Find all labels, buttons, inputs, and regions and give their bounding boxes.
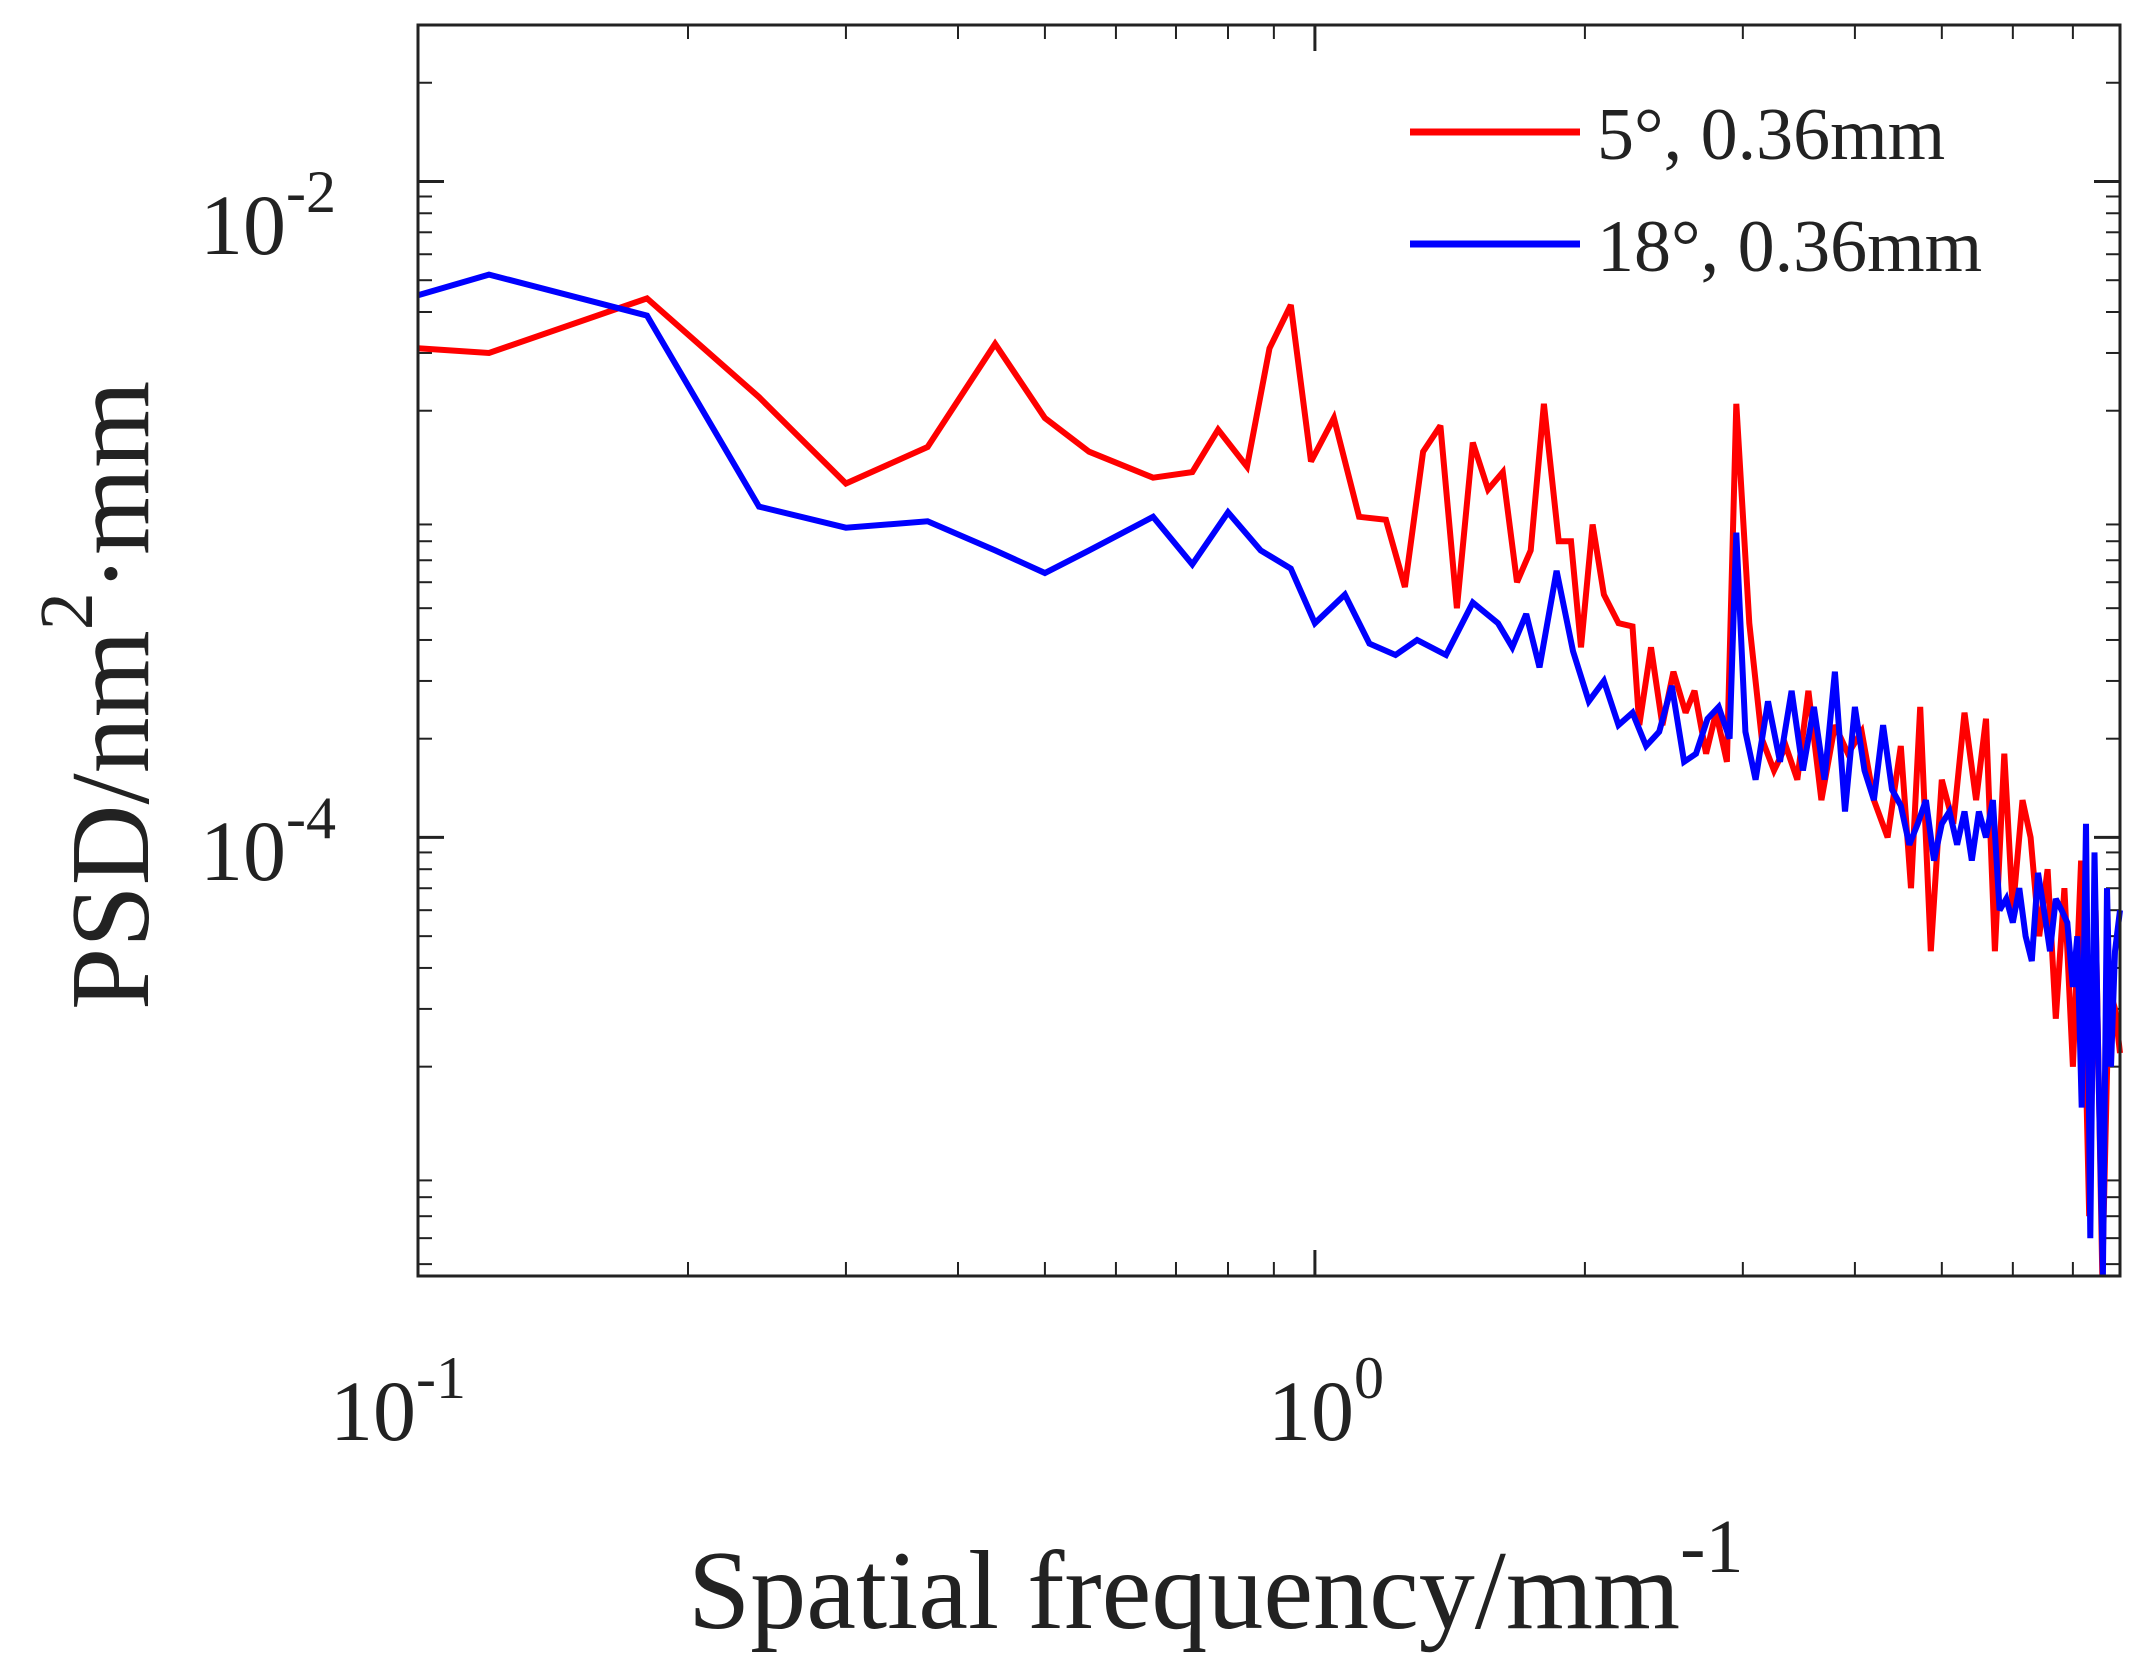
y-axis-label-post: ·mm <box>49 381 173 593</box>
series-line-5deg <box>417 294 2123 1277</box>
y-axis-label-pre: PSD/nm <box>49 630 173 1010</box>
x-tick-1e0-base: 10 <box>1268 1363 1354 1459</box>
y-axis-label: PSD/nm2·mm <box>25 381 173 1010</box>
series-line-18deg <box>417 271 2123 1277</box>
x-axis-label-sup: -1 <box>1680 1505 1743 1589</box>
x-tick-label-1e0: 100 <box>1268 1345 1384 1459</box>
x-tick-label-1e-1: 10-1 <box>330 1345 466 1459</box>
legend: 5°, 0.36mm 18°, 0.36mm <box>1410 94 1982 288</box>
y-axis-label-sup: 2 <box>25 592 109 630</box>
legend-label-5deg: 5°, 0.36mm <box>1597 94 1945 176</box>
minor-ticks <box>418 25 2120 1276</box>
y-tick-1e-4-base: 10 <box>200 803 286 899</box>
x-tick-1e-1-base: 10 <box>330 1363 416 1459</box>
series-layer <box>417 271 2123 1277</box>
y-tick-label-1e-4: 10-4 <box>200 785 336 899</box>
x-axis-label-base: Spatial frequency/mm <box>688 1529 1680 1653</box>
x-tick-1e-1-exp: -1 <box>416 1345 466 1411</box>
x-tick-1e0-exp: 0 <box>1354 1345 1384 1411</box>
y-tick-1e-2-exp: -2 <box>286 159 336 225</box>
x-axis-label: Spatial frequency/mm-1 <box>688 1505 1743 1653</box>
y-tick-1e-2-base: 10 <box>200 177 286 273</box>
axes-box <box>416 23 2122 1278</box>
legend-label-18deg: 18°, 0.36mm <box>1597 206 1982 288</box>
y-tick-1e-4-exp: -4 <box>286 785 336 851</box>
y-tick-label-1e-2: 10-2 <box>200 159 336 273</box>
